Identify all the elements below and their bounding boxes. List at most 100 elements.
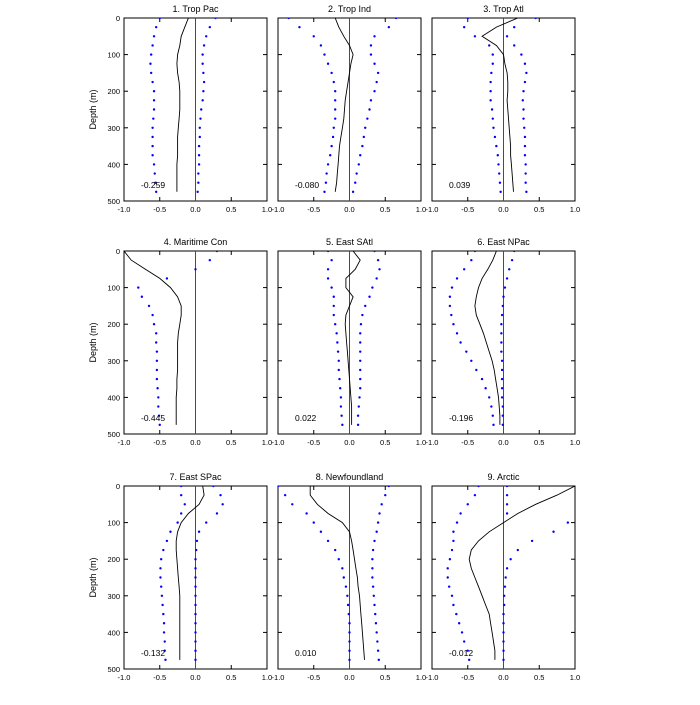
series-point — [510, 258, 514, 262]
series-point — [151, 144, 154, 148]
series-point — [194, 631, 197, 634]
series-point — [355, 172, 358, 175]
series-point — [362, 135, 365, 139]
series-point — [194, 640, 197, 643]
series-point — [490, 71, 493, 75]
panel-annotation: -0.259 — [141, 180, 165, 190]
panel-4: 4. Maritime Con -1.0 -0.5 0.0 0.5 1.0 0 100 200 3… — [88, 237, 272, 447]
series-point — [212, 486, 215, 488]
x-tick-label: 0.5 — [534, 438, 544, 447]
series-point — [221, 503, 224, 506]
series-point — [491, 62, 494, 65]
y-tick-label: 400 — [107, 160, 120, 169]
panel-title: 5. East SAtl — [326, 237, 373, 247]
series-point — [505, 503, 509, 506]
series-point — [501, 414, 504, 417]
series-point — [334, 99, 337, 102]
series-point — [194, 558, 197, 561]
series-point — [448, 304, 452, 308]
series-point — [157, 414, 161, 417]
series-point — [387, 25, 391, 29]
series-point — [339, 396, 343, 399]
series-point — [160, 594, 164, 597]
series-point — [305, 512, 308, 515]
series-point — [346, 603, 350, 607]
series-point — [336, 341, 339, 344]
series-point — [201, 99, 204, 102]
series-point — [364, 304, 367, 308]
series-point — [447, 585, 451, 588]
series-point — [198, 135, 201, 139]
panel-8: 8. Newfoundland -1.0 -0.5 0.0 0.5 1.0 0.010 — [272, 472, 427, 682]
y-axis-label: Depth (m) — [88, 322, 98, 362]
series-point — [505, 35, 509, 38]
series-point — [525, 71, 528, 75]
y-tick-label: 300 — [107, 592, 120, 601]
series-point — [371, 286, 374, 289]
series-point — [368, 108, 371, 111]
x-tick-label: -0.5 — [307, 438, 320, 447]
y-tick-label: 300 — [107, 357, 120, 366]
series-point — [452, 539, 455, 543]
panel-annotation: -0.012 — [449, 648, 473, 658]
series-point — [158, 423, 161, 427]
series-point — [152, 163, 156, 166]
series-point — [197, 530, 201, 533]
series-point — [473, 493, 477, 497]
series-point — [462, 268, 466, 271]
series-point — [499, 190, 502, 194]
series-point — [140, 295, 144, 298]
panel-data — [448, 251, 516, 427]
series-point — [328, 154, 332, 157]
series-point — [334, 90, 337, 93]
series-point — [165, 539, 169, 543]
series-point — [498, 172, 501, 175]
panel-annotation: 0.039 — [449, 180, 471, 190]
series-point — [503, 286, 507, 289]
series-point — [332, 304, 335, 308]
y-tick-label: 500 — [107, 665, 120, 674]
series-point — [513, 25, 516, 29]
panel-data — [278, 486, 391, 662]
series-point — [208, 25, 211, 29]
series-point — [448, 295, 452, 298]
x-tick-label: -1.0 — [118, 673, 131, 682]
panel-9: 9. Arctic -1.0 -0.5 0.0 0.5 1.0 -0.012 — [426, 472, 581, 682]
panel-annotation: -0.445 — [141, 413, 165, 423]
panel-data — [287, 18, 398, 194]
x-tick-label: 0.5 — [226, 205, 236, 214]
series-point — [194, 649, 197, 652]
series-point — [455, 612, 458, 616]
series-point — [208, 258, 211, 262]
series-point — [194, 594, 197, 597]
series-point — [348, 631, 351, 634]
series-point — [359, 154, 362, 157]
x-tick-label: -1.0 — [272, 673, 285, 682]
series-point — [201, 53, 204, 56]
series-point — [501, 405, 504, 408]
series-point — [523, 62, 527, 65]
series-point — [326, 251, 330, 253]
series-point — [361, 313, 364, 317]
series-point — [348, 658, 351, 662]
series-point — [154, 341, 158, 344]
series-point — [337, 558, 340, 561]
panel-data — [159, 486, 224, 662]
series-point — [448, 558, 452, 561]
series-point — [373, 251, 376, 253]
series-point — [534, 18, 537, 20]
series-point — [523, 154, 527, 157]
series-point — [373, 603, 376, 607]
x-tick-label: 1.0 — [416, 438, 426, 447]
series-point — [374, 622, 378, 625]
panel-annotation: 0.022 — [295, 413, 317, 423]
series-point — [152, 99, 156, 102]
series-line — [175, 486, 205, 660]
series-point — [493, 135, 497, 139]
series-line — [474, 251, 501, 425]
series-point — [155, 377, 159, 381]
x-tick-label: -0.5 — [307, 673, 320, 682]
series-point — [325, 172, 328, 175]
series-point — [503, 585, 507, 588]
series-point — [348, 649, 351, 652]
